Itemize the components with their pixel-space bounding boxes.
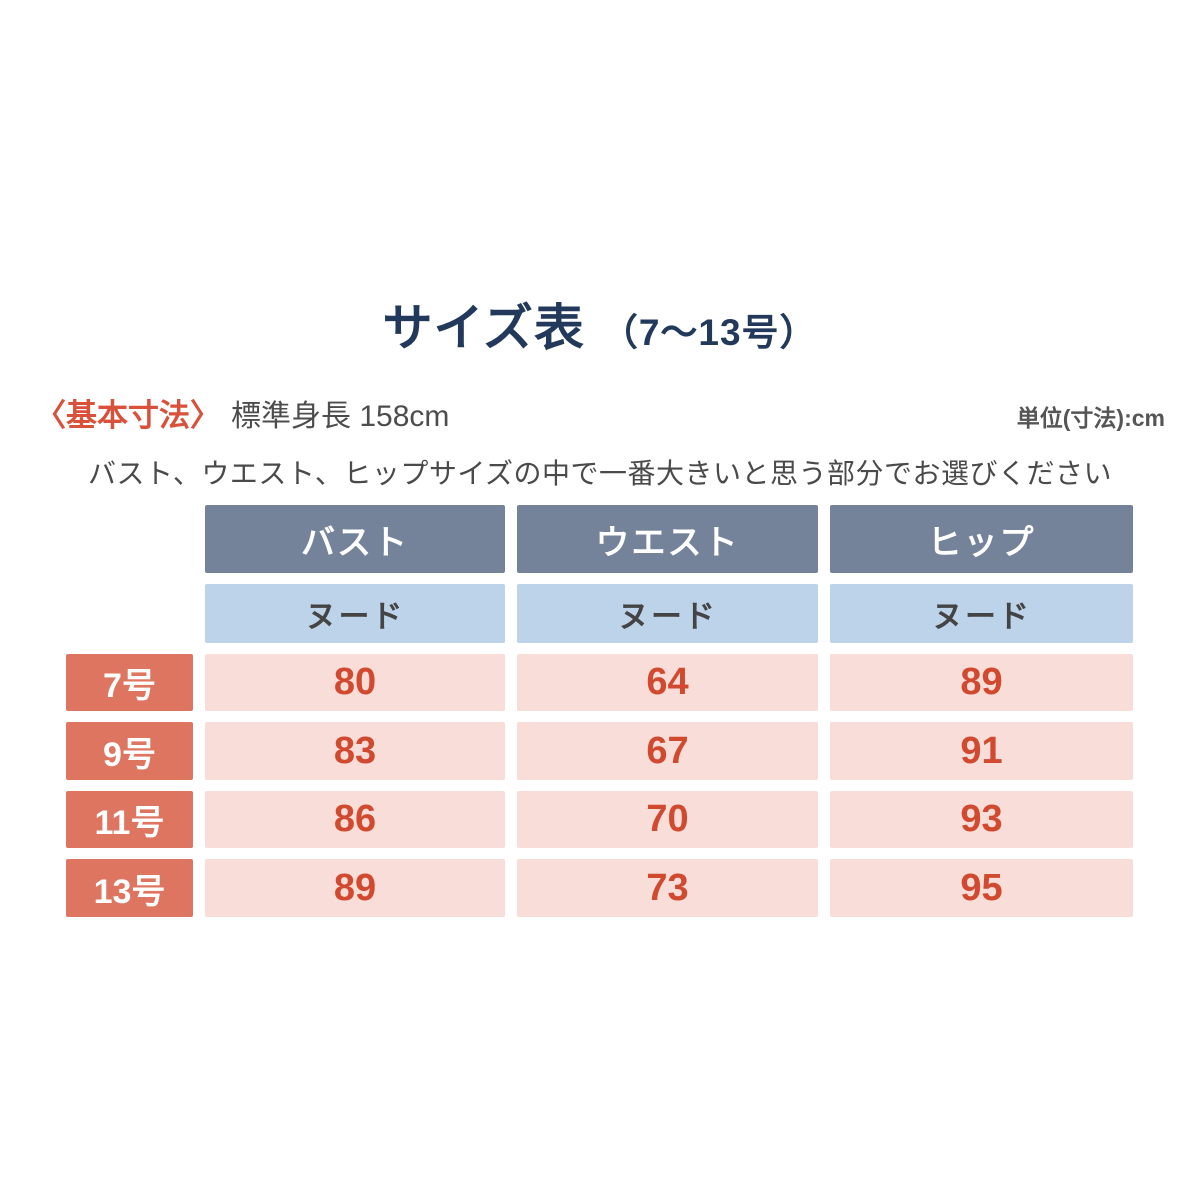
- column-header-waist: ウエスト: [517, 505, 818, 573]
- value-size7-hip: 89: [830, 654, 1133, 711]
- value-size7-waist: 64: [517, 654, 818, 711]
- value-size9-hip: 91: [830, 722, 1133, 780]
- subheader-nude-waist: ヌード: [517, 584, 818, 643]
- value-size11-bust: 86: [205, 791, 505, 848]
- value-size11-hip: 93: [830, 791, 1133, 848]
- row-label-size-9: 9号: [66, 722, 193, 780]
- value-size13-bust: 89: [205, 859, 505, 917]
- value-size13-hip: 95: [830, 859, 1133, 917]
- table-corner-spacer: [66, 505, 193, 573]
- page-title-text: サイズ表: [382, 300, 585, 356]
- table-corner-spacer: [66, 584, 193, 643]
- page-title: サイズ表 （7〜13号）: [0, 288, 1200, 360]
- row-label-size-11: 11号: [66, 791, 193, 848]
- column-header-bust: バスト: [205, 505, 505, 573]
- basic-dimensions-label: 〈基本寸法〉: [35, 398, 221, 433]
- size-table: バスト ウエスト ヒップ ヌード ヌード ヌード 7号 80 64 89 9号 …: [66, 505, 1133, 917]
- page-title-size-range: （7〜13号）: [600, 312, 818, 353]
- basic-dimensions: 〈基本寸法〉 標準身長 158cm: [35, 390, 449, 435]
- value-size9-waist: 67: [517, 722, 818, 780]
- subheader-nude-hip: ヌード: [830, 584, 1133, 643]
- column-header-hip: ヒップ: [830, 505, 1133, 573]
- selection-note: バスト、ウエスト、ヒップサイズの中で一番大きいと思う部分でお選びください: [87, 458, 1113, 489]
- subheader-nude-bust: ヌード: [205, 584, 505, 643]
- standard-height-text: 標準身長 158cm: [231, 400, 450, 433]
- value-size11-waist: 70: [517, 791, 818, 848]
- unit-note: 単位(寸法):cm: [1016, 405, 1165, 431]
- info-row: 〈基本寸法〉 標準身長 158cm 単位(寸法):cm: [35, 390, 1165, 435]
- row-label-size-13: 13号: [66, 859, 193, 917]
- value-size9-bust: 83: [205, 722, 505, 780]
- row-label-size-7: 7号: [66, 654, 193, 711]
- value-size7-bust: 80: [205, 654, 505, 711]
- value-size13-waist: 73: [517, 859, 818, 917]
